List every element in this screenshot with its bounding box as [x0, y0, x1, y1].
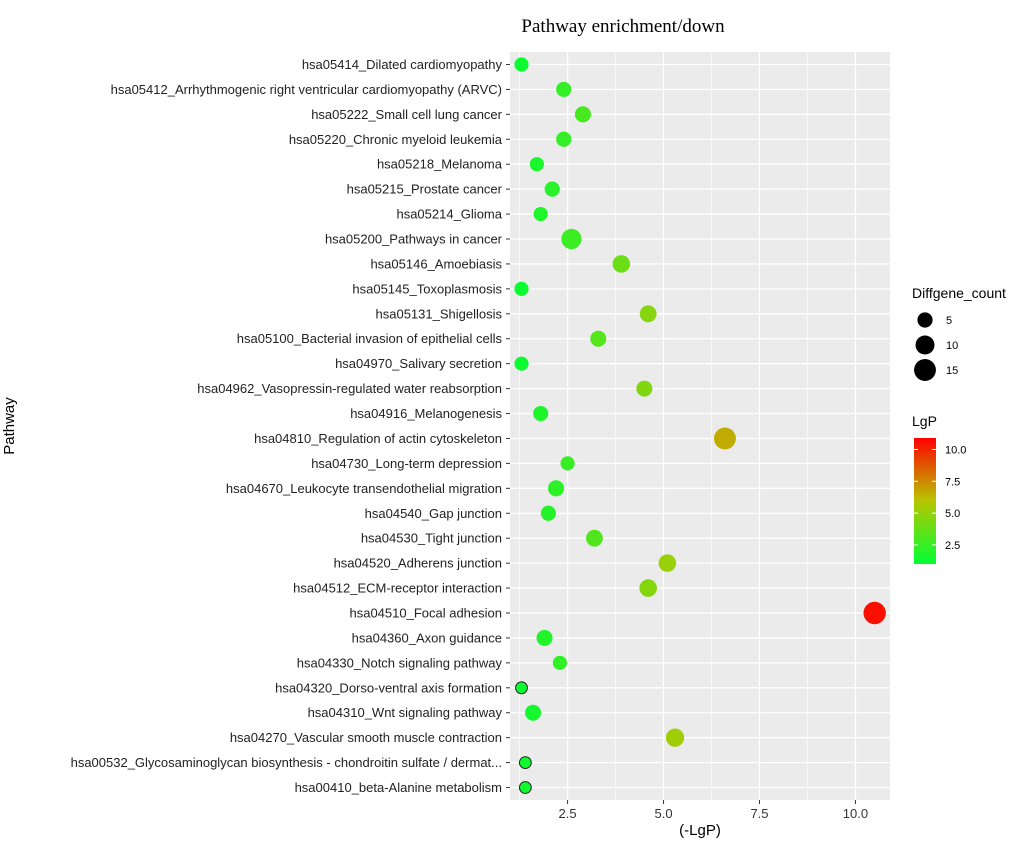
data-point	[533, 206, 548, 222]
data-point	[636, 380, 653, 397]
pathway-label: hsa05131_Shigellosis	[376, 306, 503, 321]
chart-title: Pathway enrichment/down	[521, 16, 725, 37]
pathway-label: hsa05214_Glioma	[396, 207, 502, 222]
size-legend-marker	[917, 312, 933, 328]
data-point	[536, 629, 553, 646]
pathway-label: hsa04810_Regulation of actin cytoskeleto…	[254, 431, 502, 446]
y-axis-title: Pathway	[1, 397, 18, 455]
data-point	[586, 529, 603, 547]
pathway-label: hsa05100_Bacterial invasion of epithelia…	[237, 331, 503, 346]
pathway-label: hsa05200_Pathways in cancer	[325, 232, 503, 247]
pathway-label: hsa04916_Melanogenesis	[350, 406, 502, 421]
size-legend-label: 10	[946, 340, 958, 352]
pathway-label: hsa04512_ECM-receptor interaction	[293, 581, 502, 596]
pathway-label: hsa05412_Arrhythmogenic right ventricula…	[111, 82, 502, 97]
data-point	[548, 480, 565, 497]
pathway-label: hsa04520_Adherens junction	[334, 556, 502, 571]
data-point	[590, 330, 607, 347]
plot-panel	[510, 52, 890, 800]
size-legend-marker	[914, 359, 936, 381]
pathway-label: hsa04330_Notch signaling pathway	[297, 655, 503, 670]
pathway-label: hsa04310_Wnt signaling pathway	[308, 705, 503, 720]
size-legend-marker	[915, 335, 935, 355]
pathway-label: hsa05145_Toxoplasmosis	[352, 281, 502, 296]
x-tick-label: 2.5	[559, 806, 577, 821]
pathway-label: hsa05146_Amoebiasis	[370, 256, 502, 271]
data-point	[518, 756, 532, 769]
x-axis: 2.5 5.0 7.5 10.0	[559, 800, 868, 821]
x-tick-label: 10.0	[843, 806, 868, 821]
y-ticks	[506, 63, 510, 789]
pathway-label: hsa05220_Chronic myeloid leukemia	[289, 132, 503, 147]
color-bar	[914, 438, 936, 564]
data-point	[529, 157, 544, 172]
data-point	[639, 305, 657, 323]
pathway-label: hsa04320_Dorso-ventral axis formation	[275, 680, 502, 695]
data-point	[863, 601, 886, 625]
data-point	[665, 728, 685, 747]
data-point	[518, 781, 532, 794]
pathway-label: hsa05215_Prostate cancer	[347, 182, 503, 197]
size-legend-label: 15	[946, 365, 958, 377]
pathway-label: hsa05222_Small cell lung cancer	[311, 107, 502, 122]
data-point	[552, 655, 567, 670]
data-point	[525, 704, 542, 721]
size-legend-title: Diffgene_count	[912, 285, 1006, 301]
pathway-label: hsa00410_beta-Alanine metabolism	[295, 780, 502, 795]
data-point	[714, 427, 736, 450]
data-point	[514, 356, 529, 371]
color-legend-title: LgP	[912, 413, 937, 429]
size-legend: Diffgene_count 5 10 15	[912, 285, 1006, 381]
data-point	[540, 505, 556, 521]
pathway-label: hsa05218_Melanoma	[377, 157, 503, 172]
color-legend-label: 7.5	[945, 476, 960, 488]
size-legend-label: 5	[946, 315, 952, 327]
pathway-label: hsa04540_Gap junction	[365, 506, 502, 521]
pathway-label: hsa04970_Salivary secretion	[335, 356, 502, 371]
grid-lines	[510, 52, 890, 800]
pathway-label: hsa04270_Vascular smooth muscle contract…	[230, 730, 502, 745]
data-point	[514, 281, 529, 296]
x-axis-title: (-LgP)	[679, 822, 721, 839]
x-tick-label: 5.0	[654, 806, 672, 821]
pathway-label: hsa04360_Axon guidance	[352, 630, 502, 645]
data-point	[658, 554, 677, 572]
pathway-label: hsa04730_Long-term depression	[311, 456, 502, 471]
data-point	[639, 579, 657, 597]
data-point	[561, 228, 582, 250]
data-point	[556, 131, 572, 147]
pathway-label: hsa04510_Focal adhesion	[349, 606, 502, 621]
pathway-label: hsa04530_Tight junction	[361, 531, 502, 546]
pathway-label: hsa00532_Glycosaminoglycan biosynthesis …	[71, 755, 502, 770]
pathway-label: hsa04670_Leukocyte transendothelial migr…	[226, 481, 502, 496]
data-point	[574, 106, 591, 123]
color-legend: LgP 10.0 7.5 5.0 2.5	[912, 413, 966, 564]
pathway-labels: hsa05414_Dilated cardiomyopathy hsa05412_…	[71, 57, 503, 795]
color-legend-label: 5.0	[945, 508, 960, 520]
color-legend-label: 2.5	[945, 540, 960, 552]
data-point	[533, 405, 549, 422]
data-point	[612, 255, 631, 273]
data-point	[514, 57, 529, 72]
color-legend-label: 10.0	[945, 444, 966, 456]
pathway-label: hsa04962_Vasopressin-regulated water rea…	[197, 381, 502, 396]
x-tick-label: 7.5	[750, 806, 768, 821]
data-point	[515, 681, 528, 695]
pathway-label: hsa05414_Dilated cardiomyopathy	[302, 57, 503, 72]
data-points	[514, 57, 886, 794]
data-point	[556, 81, 572, 97]
data-point	[544, 181, 560, 197]
data-point	[560, 456, 575, 471]
